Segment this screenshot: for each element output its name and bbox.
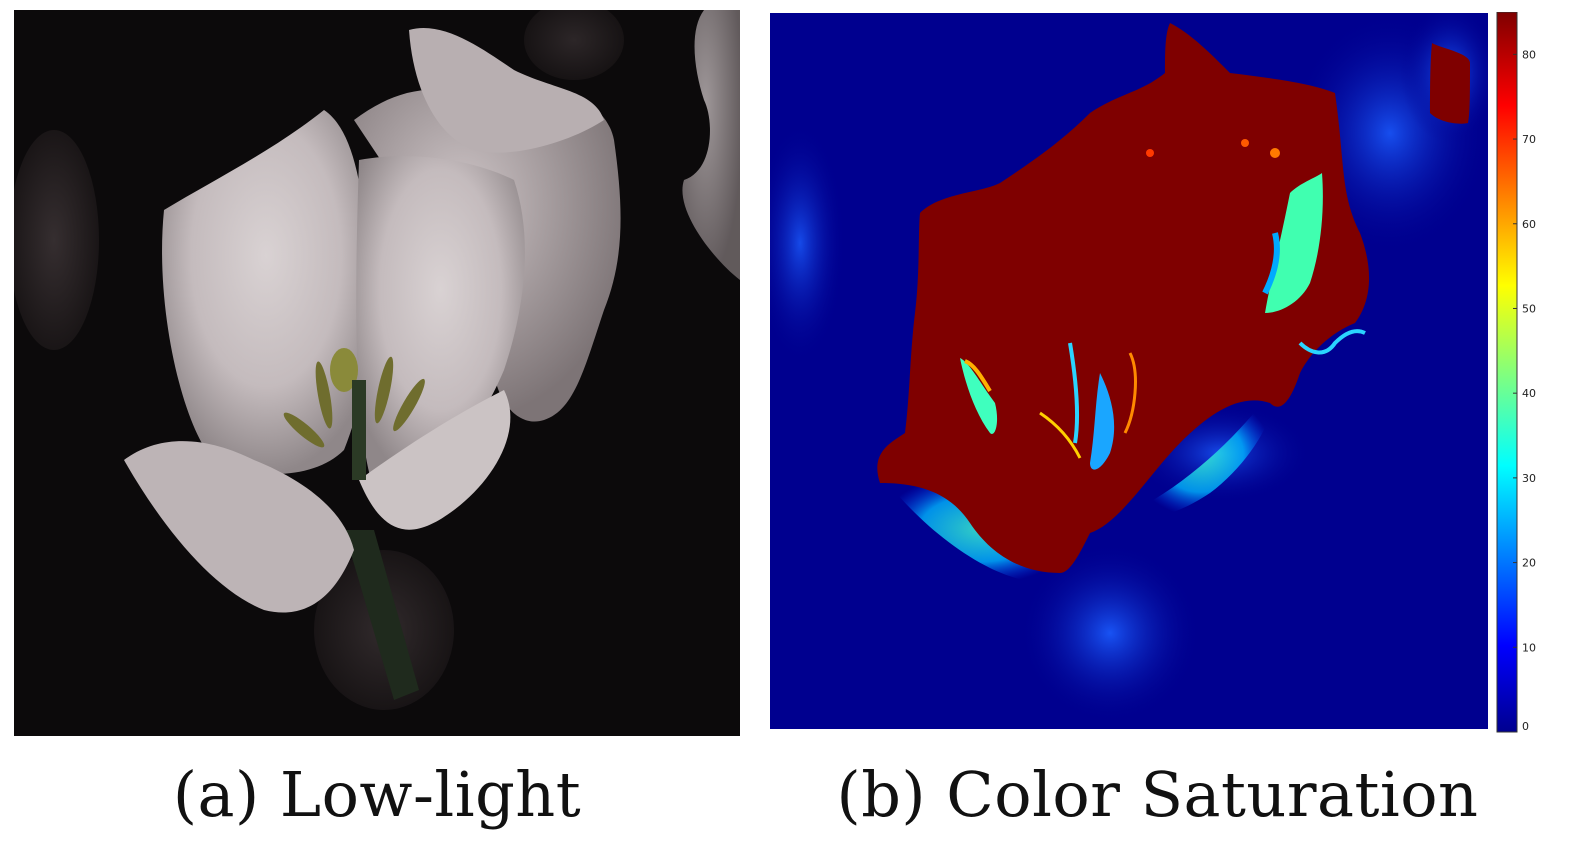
colorbar-svg: 0 10 20 30 40 50 60 70 80 xyxy=(1496,11,1536,733)
saturation-map xyxy=(755,3,1500,729)
colorbar-tick-label: 0 xyxy=(1522,720,1529,733)
colorbar: 0 10 20 30 40 50 60 70 80 xyxy=(1495,11,1565,734)
colorbar-ticks: 0 10 20 30 40 50 60 70 80 xyxy=(1513,48,1536,733)
colorbar-tick-label: 20 xyxy=(1522,557,1536,570)
colorbar-tick-label: 30 xyxy=(1522,472,1536,485)
low-light-flower-photo xyxy=(9,0,740,736)
colorbar-tick-label: 40 xyxy=(1522,387,1536,400)
caption-a: (a) Low-light xyxy=(172,758,582,831)
colorbar-tick-label: 60 xyxy=(1522,218,1536,231)
colorbar-tick-label: 50 xyxy=(1522,302,1536,315)
low-light-image xyxy=(9,0,740,736)
colorbar-tick-label: 10 xyxy=(1522,641,1536,654)
colorbar-tick-label: 80 xyxy=(1522,48,1536,61)
saturation-heatmap xyxy=(755,3,1500,729)
caption-b: (b) Color Saturation xyxy=(836,758,1479,831)
colorbar-tick-label: 70 xyxy=(1522,133,1536,146)
